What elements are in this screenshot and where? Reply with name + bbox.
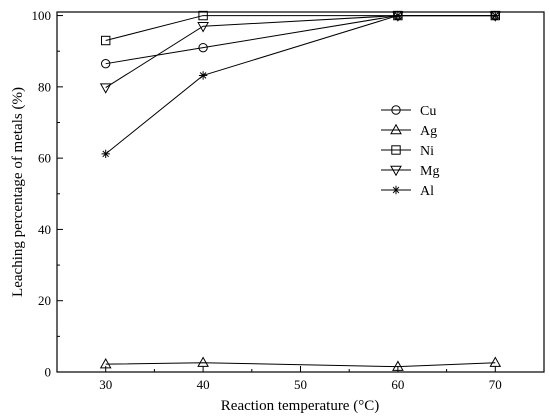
data-point-cu — [198, 42, 208, 53]
legend-marker — [391, 105, 401, 115]
data-point-ag — [197, 356, 209, 367]
legend-item-ag: Ag — [381, 123, 437, 139]
series-al — [101, 11, 500, 159]
legend-item-al: Al — [381, 184, 434, 199]
series-line-ni — [105, 15, 496, 41]
data-point-ag — [489, 356, 502, 367]
axis-ticks: 30 40 50 60 70 0 20 40 60 80 100 — [32, 8, 502, 392]
data-point-al — [101, 149, 110, 159]
series-ag — [99, 356, 502, 371]
x-tick-label: 30 — [99, 377, 112, 392]
legend-label: Ni — [420, 144, 434, 159]
legend-label: Ag — [420, 124, 437, 139]
plot-frame — [56, 11, 545, 373]
y-tick-label: 60 — [38, 151, 51, 166]
legend-marker — [390, 123, 402, 135]
y-tick-label: 40 — [38, 222, 51, 237]
data-point-al — [393, 11, 403, 20]
y-tick-label: 100 — [32, 8, 52, 23]
x-tick-label: 50 — [294, 377, 307, 392]
legend-marker — [390, 165, 402, 177]
series-mg — [99, 11, 502, 94]
data-point-al — [198, 71, 208, 80]
y-tick-label: 0 — [45, 365, 52, 380]
y-tick-label: 80 — [38, 79, 51, 94]
x-axis-label: Reaction temperature (°C) — [221, 398, 379, 414]
data-point-mg — [197, 22, 209, 33]
series-line-al — [105, 15, 496, 155]
legend-item-ni: Ni — [381, 144, 434, 159]
y-axis-label: Leaching percentage of metals (%) — [10, 87, 26, 297]
data-point-mg — [99, 83, 112, 94]
series-ni — [101, 10, 501, 46]
series-line-cu — [105, 15, 496, 65]
series-cu — [101, 10, 500, 69]
legend: Cu Ag Ni Mg Al — [381, 104, 439, 199]
legend-item-cu: Cu — [381, 104, 436, 119]
legend-label: Mg — [420, 164, 439, 179]
data-point-ni — [198, 10, 208, 21]
y-tick-label: 20 — [38, 293, 51, 308]
data-point-al — [491, 11, 500, 20]
series-group — [99, 10, 502, 371]
legend-marker — [391, 185, 401, 195]
legend-marker — [391, 145, 401, 155]
legend-item-mg: Mg — [381, 164, 439, 179]
series-line-mg — [105, 15, 496, 88]
series-line-ag — [105, 362, 496, 368]
x-tick-label: 40 — [197, 377, 210, 392]
x-tick-label: 70 — [489, 377, 502, 392]
legend-label: Cu — [420, 104, 436, 119]
data-point-cu — [101, 58, 111, 69]
legend-label: Al — [420, 184, 434, 199]
data-point-ag — [99, 357, 112, 369]
x-tick-label: 60 — [391, 377, 404, 392]
data-point-ni — [101, 35, 111, 46]
data-point-ag — [392, 360, 404, 371]
